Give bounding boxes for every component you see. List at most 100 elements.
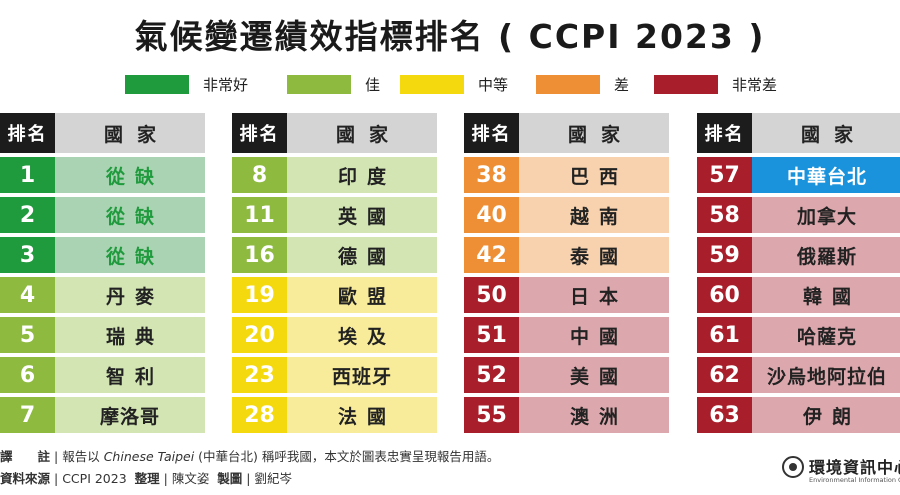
country-cell: 德國: [287, 237, 437, 273]
note-label: 譯 註: [0, 449, 51, 464]
table-row: 4 丹麥: [0, 277, 205, 313]
source-label: 資料來源: [0, 471, 51, 486]
legend-item: 非常差: [654, 74, 777, 95]
table-row: 63 伊朗: [697, 397, 900, 433]
source-value: CCPI 2023: [62, 471, 127, 486]
ranking-table: 排名 國家 8 印度 11 英國 16 德國 19 歐盟 20 埃及 23 西班牙 28 法國: [232, 113, 437, 433]
country-cell: 從缺: [55, 237, 205, 273]
legend-swatch: [125, 75, 189, 94]
legend-item: 中等: [400, 74, 508, 95]
rank-cell: 61: [697, 317, 752, 353]
table-row: 19 歐盟: [232, 277, 437, 313]
table-row: 28 法國: [232, 397, 437, 433]
table-row: 55 澳洲: [464, 397, 669, 433]
designer-value: 劉紀岑: [254, 471, 293, 486]
table-row: 61 哈薩克: [697, 317, 900, 353]
rank-cell: 3: [0, 237, 55, 273]
rank-cell: 20: [232, 317, 287, 353]
rank-cell: 58: [697, 197, 752, 233]
legend-item: 差: [536, 74, 629, 95]
table-row: 7 摩洛哥: [0, 397, 205, 433]
legend-item: 非常好: [125, 74, 248, 95]
footer-note: 譯 註 | 報告以 Chinese Taipei (中華台北) 稱呼我國，本文於…: [0, 446, 499, 465]
rank-cell: 11: [232, 197, 287, 233]
country-cell: 澳洲: [519, 397, 669, 433]
table-row: 50 日本: [464, 277, 669, 313]
country-cell: 伊朗: [752, 397, 900, 433]
logo: 環境資訊中心 Environmental Information Center: [782, 452, 900, 488]
legend-label: 差: [614, 76, 630, 94]
rank-cell: 50: [464, 277, 519, 313]
country-cell: 中國: [519, 317, 669, 353]
rank-cell: 51: [464, 317, 519, 353]
country-cell: 加拿大: [752, 197, 900, 233]
country-cell: 越南: [519, 197, 669, 233]
country-cell: 法國: [287, 397, 437, 433]
rank-cell: 38: [464, 157, 519, 193]
table-row: 59 俄羅斯: [697, 237, 900, 273]
country-cell: 俄羅斯: [752, 237, 900, 273]
note-pre: 報告以: [62, 449, 100, 464]
country-cell: 西班牙: [287, 357, 437, 393]
logo-name: 環境資訊中心: [809, 458, 900, 477]
editor-value: 陳文姿: [171, 471, 210, 486]
header-rank: 排名: [0, 113, 55, 153]
rank-cell: 8: [232, 157, 287, 193]
table-row: 20 埃及: [232, 317, 437, 353]
legend: 非常好 佳 中等 差 非常差: [0, 74, 900, 98]
legend-item: 佳: [287, 74, 380, 95]
rank-cell: 1: [0, 157, 55, 193]
ranking-table: 排名 國家 38 巴西 40 越南 42 泰國 50 日本 51 中國 52 美國 55 澳洲: [464, 113, 669, 433]
table-row: 57 中華台北: [697, 157, 900, 193]
country-cell: 英國: [287, 197, 437, 233]
rank-cell: 6: [0, 357, 55, 393]
header-country: 國家: [752, 113, 900, 153]
table-row: 1 從缺: [0, 157, 205, 193]
rank-cell: 52: [464, 357, 519, 393]
table-row: 52 美國: [464, 357, 669, 393]
rank-cell: 19: [232, 277, 287, 313]
legend-swatch: [654, 75, 718, 94]
country-cell: 韓國: [752, 277, 900, 313]
rank-cell: 55: [464, 397, 519, 433]
country-cell: 瑞典: [55, 317, 205, 353]
rank-cell: 57: [697, 157, 752, 193]
rank-cell: 4: [0, 277, 55, 313]
table-row: 2 從缺: [0, 197, 205, 233]
header-rank: 排名: [697, 113, 752, 153]
country-cell: 巴西: [519, 157, 669, 193]
country-cell: 從缺: [55, 197, 205, 233]
rank-cell: 7: [0, 397, 55, 433]
rank-cell: 63: [697, 397, 752, 433]
table-header: 排名 國家: [232, 113, 437, 153]
editor-label: 整理: [134, 471, 160, 486]
table-row: 40 越南: [464, 197, 669, 233]
table-row: 51 中國: [464, 317, 669, 353]
header-rank: 排名: [232, 113, 287, 153]
rank-cell: 23: [232, 357, 287, 393]
country-cell: 埃及: [287, 317, 437, 353]
separator: |: [54, 471, 59, 486]
table-row: 62 沙烏地阿拉伯: [697, 357, 900, 393]
legend-label: 非常好: [203, 76, 249, 94]
legend-swatch: [287, 75, 351, 94]
header-country: 國家: [519, 113, 669, 153]
country-cell: 中華台北: [752, 157, 900, 193]
logo-subtitle: Environmental Information Center: [809, 476, 900, 484]
separator: |: [54, 449, 59, 464]
rank-cell: 5: [0, 317, 55, 353]
table-header: 排名 國家: [0, 113, 205, 153]
country-cell: 日本: [519, 277, 669, 313]
country-cell: 丹麥: [55, 277, 205, 313]
table-row: 6 智利: [0, 357, 205, 393]
page-title: 氣候變遷績效指標排名 ( CCPI 2023 ): [134, 17, 766, 56]
table-header: 排名 國家: [464, 113, 669, 153]
table-row: 16 德國: [232, 237, 437, 273]
table-row: 5 瑞典: [0, 317, 205, 353]
rank-cell: 62: [697, 357, 752, 393]
rank-cell: 28: [232, 397, 287, 433]
country-cell: 泰國: [519, 237, 669, 273]
legend-swatch: [400, 75, 464, 94]
table-row: 58 加拿大: [697, 197, 900, 233]
separator: |: [163, 471, 168, 486]
